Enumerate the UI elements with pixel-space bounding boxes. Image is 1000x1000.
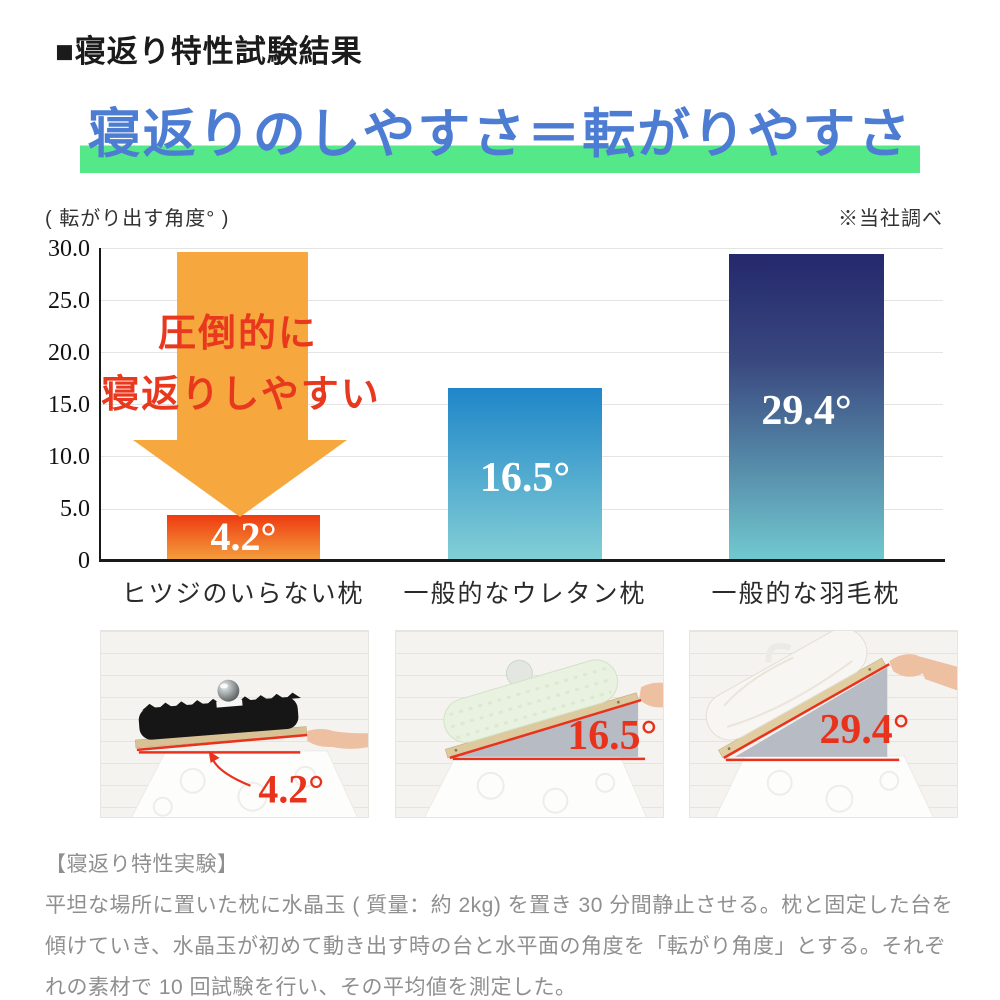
ytick-20: 20.0 [48, 340, 90, 366]
category-label-hitsuji: ヒツジのいらない枕 [121, 580, 365, 608]
ytick-25: 25.0 [48, 288, 90, 314]
photo-angle-label: 16.5° [567, 713, 657, 759]
photo-urethane-illustration: 16.5° [424, 659, 663, 817]
banner-row: 寝返りのしやすさ＝転がりやすさ [0, 90, 1000, 173]
photo-angle-label: 29.4° [820, 707, 910, 753]
category-label-feather: 一般的な羽毛枕 [711, 580, 901, 608]
bar-chart-plot-area: 4.2° 16.5° 29.4° [100, 248, 943, 561]
banner-highlighted-text: 寝返りのしやすさ＝転がりやすさ [79, 90, 921, 173]
ytick-5: 5.0 [60, 496, 90, 522]
annotation-line2: 寝返りしやすい [101, 374, 381, 416]
ytick-30: 30.0 [48, 236, 90, 262]
y-axis-unit-label: ( 転がり出す角度° ) [45, 208, 230, 230]
down-arrow-icon [133, 252, 347, 517]
ytick-0: 0 [78, 548, 90, 574]
category-label-urethane: 一般的なウレタン枕 [403, 580, 647, 608]
ytick-10: 10.0 [48, 444, 90, 470]
photo-angle-label: 4.2° [258, 767, 324, 812]
bar-feather-pillow: 29.4° [729, 254, 884, 559]
bar-value-label: 4.2° [210, 514, 277, 559]
photo-feather-pillow: 29.4° [689, 630, 958, 818]
bar-hitsuji-pillow: 4.2° [167, 515, 320, 559]
bar-value-label: 16.5° [479, 454, 571, 501]
caption-body: 平坦な場所に置いた枕に水晶玉 ( 質量：約 2kg) を置き 30 分間静止させ… [45, 893, 954, 999]
gridline-25 [100, 300, 943, 301]
x-axis-line [99, 559, 945, 562]
bar-urethane-pillow: 16.5° [448, 388, 602, 559]
photo-urethane-pillow: 16.5° [395, 630, 664, 818]
caption-heading: 【寝返り特性実験】 [45, 853, 239, 876]
experiment-caption: 【寝返り特性実験】 平坦な場所に置いた枕に水晶玉 ( 質量：約 2kg) を置き… [45, 845, 957, 1000]
photo-hitsuji-pillow: 4.2° [100, 630, 369, 818]
gridline-20 [100, 352, 943, 353]
ytick-15: 15.0 [48, 392, 90, 418]
gridline-30 [100, 248, 943, 249]
page-title: ■寝返り特性試験結果 [55, 34, 363, 69]
photo-hitsuji-illustration: 4.2° [131, 679, 368, 817]
annotation-line1: 圧倒的に [157, 313, 319, 355]
y-axis-line [99, 248, 101, 562]
source-note: ※当社調べ [838, 208, 943, 230]
photo-feather-illustration: 29.4° [705, 631, 957, 817]
bar-value-label: 29.4° [761, 387, 852, 434]
